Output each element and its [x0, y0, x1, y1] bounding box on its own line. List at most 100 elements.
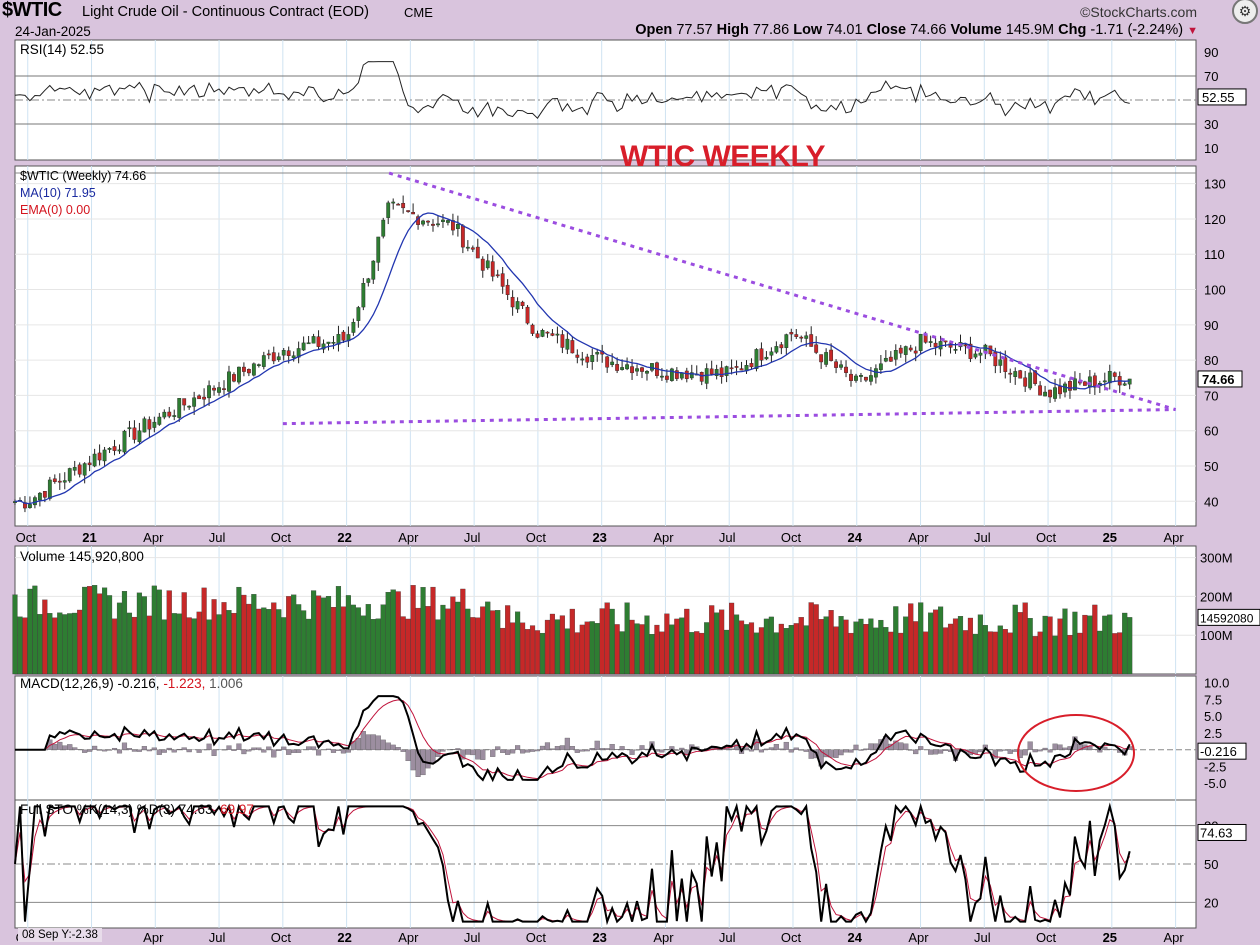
macd-hist-bar: [271, 749, 277, 758]
volume-bar: [878, 619, 884, 675]
candle-body: [1068, 381, 1072, 391]
candle-body: [1107, 371, 1112, 384]
low-label: Low: [793, 22, 823, 38]
volume-bar: [201, 587, 207, 675]
volume-bar: [470, 617, 476, 675]
candle-body: [829, 349, 834, 361]
volume-tick-label: 100M: [1200, 628, 1233, 643]
volume-bar: [634, 623, 640, 675]
volume-bar: [738, 620, 745, 675]
volume-bar: [564, 628, 570, 675]
volume-bar: [913, 621, 919, 675]
volume-bar: [131, 616, 137, 675]
volume-bar: [1062, 608, 1068, 675]
volume-bar: [395, 591, 401, 675]
volume-bar: [490, 610, 496, 675]
macd-hist-bar: [156, 749, 162, 755]
volume-bar: [629, 619, 635, 675]
candle-body: [505, 284, 510, 295]
rsi-legend-text: RSI(14) 52.55: [20, 42, 105, 57]
candle-body: [266, 353, 271, 356]
chg-value: -1.71 (-2.24%): [1090, 22, 1184, 38]
macd-tick-label: -5.0: [1204, 776, 1226, 791]
macd-hist-bar: [256, 747, 262, 750]
macd-hist-bar: [146, 749, 152, 752]
volume-bar: [216, 614, 222, 675]
macd-hist-bar: [211, 749, 217, 756]
volume-bar: [430, 586, 436, 675]
x-tick-label: Oct: [526, 530, 547, 545]
candle-body: [869, 375, 873, 382]
candle-body: [286, 350, 291, 356]
volume-bar: [286, 596, 292, 675]
volume-bar: [923, 631, 929, 675]
volume-bar: [1017, 612, 1023, 675]
macd-hist-bar: [942, 749, 949, 751]
macd-hist-bar: [405, 749, 411, 762]
volume-bar: [52, 617, 58, 675]
candle-body: [754, 349, 759, 369]
volume-bar: [480, 606, 486, 675]
macd-hist-bar: [768, 747, 774, 750]
volume-bar: [261, 607, 267, 675]
macd-hist-bar: [1012, 749, 1018, 752]
volume-bar: [505, 605, 511, 675]
candle-body: [246, 369, 251, 374]
volume-bar: [743, 624, 750, 675]
volume-bar: [475, 617, 481, 675]
candle-body: [157, 416, 162, 425]
volume-bar: [1107, 614, 1113, 675]
volume-bar: [420, 587, 426, 675]
candle-body: [421, 220, 425, 225]
candle-body: [824, 352, 829, 365]
candle-body: [52, 478, 57, 482]
x-tick-label: Apr: [1163, 530, 1184, 545]
price-tick-label: 130: [1204, 177, 1226, 192]
candle-body: [620, 367, 625, 370]
candle-body: [102, 449, 107, 462]
candle-body: [485, 260, 490, 269]
volume-bar: [1122, 612, 1128, 675]
volume-bar: [17, 616, 23, 675]
candle-body: [943, 340, 948, 343]
candle-body: [1058, 386, 1062, 395]
macd-hist-bar: [186, 749, 192, 753]
settings-gear-icon[interactable]: ⚙: [1232, 0, 1258, 24]
volume-tick-label: 300M: [1200, 551, 1233, 566]
macd-hist-bar: [584, 749, 590, 752]
volume-bar: [699, 632, 705, 675]
volume-bar: [669, 624, 675, 675]
brand-label[interactable]: ©StockCharts.com: [1080, 4, 1197, 20]
volume-bar: [27, 588, 33, 675]
macd-hist-bar: [1052, 743, 1058, 750]
candle-body: [426, 220, 430, 223]
volume-bar: [62, 614, 68, 675]
panel-price: [14, 165, 1197, 527]
macd-legend-signal: -1.223,: [163, 676, 210, 691]
candle-body: [963, 344, 968, 347]
candle-body: [62, 480, 67, 483]
candle-body: [515, 301, 520, 310]
candle-body: [77, 464, 82, 475]
macd-hist-bar: [848, 749, 854, 753]
volume-bar: [709, 605, 715, 675]
macd-hist-bar: [758, 749, 765, 753]
volume-bar: [276, 609, 282, 675]
candle-body: [331, 341, 336, 344]
volume-bar: [768, 616, 774, 675]
macd-hist-bar: [495, 746, 501, 750]
candle-body: [973, 353, 978, 358]
candle-body: [391, 201, 396, 204]
volume-bar: [704, 622, 710, 675]
macd-hist-bar: [365, 734, 371, 750]
candle-body: [227, 371, 231, 392]
candle-body: [132, 427, 137, 440]
candle-body: [794, 334, 799, 337]
candle-body: [431, 223, 435, 226]
macd-hist-bar: [729, 748, 735, 750]
candle-body: [1018, 370, 1023, 379]
macd-hist-bar: [898, 742, 904, 750]
candle-body: [645, 371, 649, 374]
macd-signal-line: [15, 699, 1130, 780]
